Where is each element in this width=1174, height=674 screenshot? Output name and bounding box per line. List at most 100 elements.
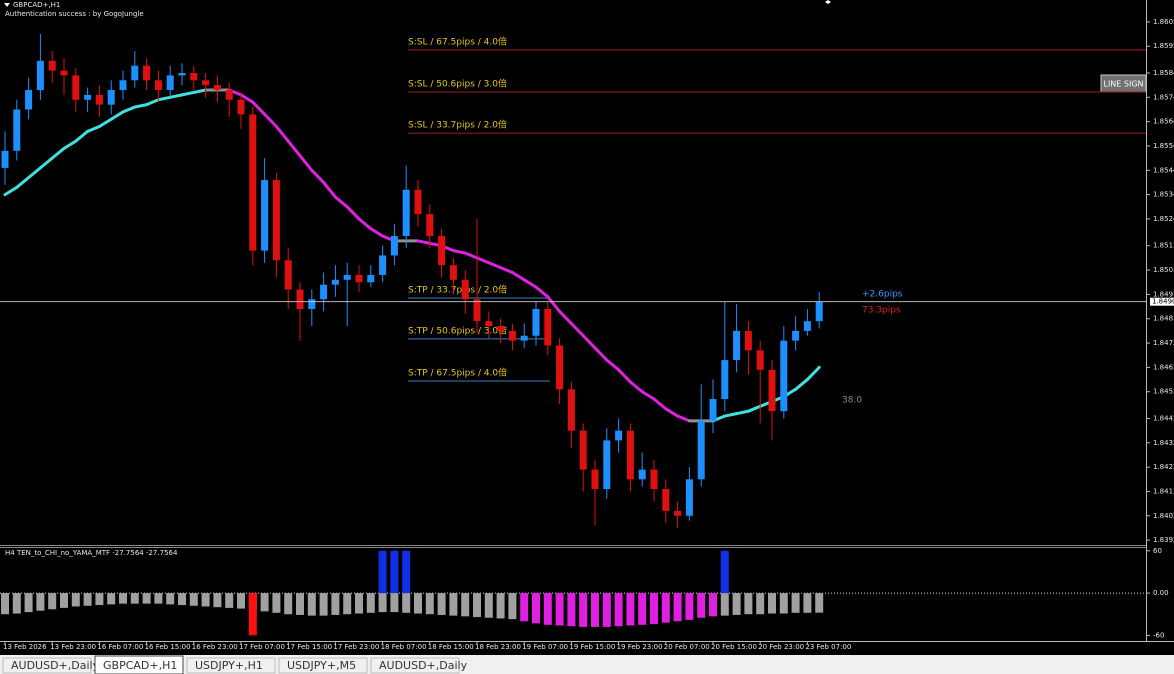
ma-segment bbox=[617, 368, 632, 384]
x-tick-label: 17 Feb 23:00 bbox=[333, 643, 379, 651]
candle-body bbox=[402, 189, 410, 237]
x-tick-label: 20 Feb 23:00 bbox=[758, 643, 804, 651]
osc-bar bbox=[744, 593, 753, 615]
ma-segment bbox=[463, 251, 479, 260]
tab-label[interactable]: USDJPY+,H1 bbox=[195, 659, 263, 672]
candle-body bbox=[272, 180, 280, 261]
osc-bar bbox=[449, 593, 458, 616]
candle-body bbox=[426, 214, 434, 237]
osc-bar bbox=[307, 593, 316, 616]
candle-body bbox=[497, 326, 505, 331]
candle-body bbox=[650, 469, 658, 490]
indicator-panel: H4 TEN_to_CHI_no_YAMA_MTF -27.7564 -27.7… bbox=[0, 547, 1169, 639]
ma-segment bbox=[27, 166, 42, 180]
y-tick-label: 1.8402 bbox=[1153, 512, 1174, 520]
osc-bar bbox=[83, 593, 92, 606]
candle-body bbox=[697, 420, 705, 480]
candle-body bbox=[449, 265, 457, 280]
x-tick-label: 18 Feb 15:00 bbox=[428, 643, 474, 651]
ma-segment bbox=[156, 95, 172, 102]
ma-segment bbox=[510, 271, 526, 282]
ma-segment bbox=[746, 404, 762, 413]
tab-label[interactable]: USDJPY+,M5 bbox=[287, 659, 356, 672]
ma-segment bbox=[723, 412, 739, 418]
signal-bar bbox=[402, 550, 411, 594]
ma-segment bbox=[487, 261, 503, 270]
osc-bar bbox=[673, 593, 682, 622]
tab[interactable] bbox=[2, 657, 92, 674]
candle-body bbox=[225, 90, 233, 100]
osc-bar bbox=[732, 593, 741, 615]
osc-bar bbox=[366, 593, 375, 613]
level-label: S:TP / 50.6pips / 3.0倍 bbox=[408, 324, 507, 336]
tab[interactable] bbox=[94, 655, 184, 674]
osc-bar bbox=[189, 593, 198, 606]
ma-segment bbox=[735, 409, 750, 416]
candle-body bbox=[685, 479, 693, 516]
candle-body bbox=[119, 80, 127, 91]
candle-body bbox=[308, 299, 316, 309]
osc-bar bbox=[225, 593, 234, 608]
y-tick-label: 1.8574 bbox=[1153, 93, 1174, 101]
tab[interactable] bbox=[278, 657, 368, 674]
tab-label[interactable]: AUDUSD+,Daily bbox=[379, 659, 468, 672]
tabs: AUDUSD+,Daily GBPCAD+,H1 USDJPY+,H1 USDJPY+… bbox=[2, 655, 468, 674]
candle-body bbox=[414, 189, 422, 215]
osc-bar bbox=[331, 593, 340, 615]
y-tick-label: 1.8463 bbox=[1153, 363, 1174, 371]
x-tick-label: 16 Feb 15:00 bbox=[145, 643, 191, 651]
tab-label[interactable]: AUDUSD+,Daily bbox=[11, 659, 100, 672]
osc-bar bbox=[378, 593, 387, 613]
osc-bar bbox=[473, 593, 481, 618]
candle-body bbox=[261, 180, 269, 251]
signal-bar bbox=[248, 593, 257, 636]
osc-bar bbox=[201, 593, 210, 607]
candle-body bbox=[48, 60, 56, 71]
ma-segment bbox=[581, 334, 597, 350]
osc-bar bbox=[661, 593, 670, 623]
marker bbox=[825, 0, 831, 4]
annotation: 38.0 bbox=[842, 396, 862, 406]
ma-segment bbox=[676, 414, 691, 423]
x-tick-label: 19 Feb 15:00 bbox=[569, 643, 615, 651]
menu-icon[interactable] bbox=[4, 3, 10, 7]
candle-body bbox=[733, 330, 741, 361]
tab[interactable] bbox=[186, 657, 276, 674]
osc-bar bbox=[154, 593, 163, 604]
ma-segment bbox=[451, 249, 467, 255]
candle-body bbox=[166, 75, 174, 91]
candle-body bbox=[567, 389, 575, 431]
candle-body bbox=[237, 99, 245, 115]
y-tick-label: 1.8503 bbox=[1153, 266, 1174, 274]
tab[interactable] bbox=[370, 657, 460, 674]
candle-body bbox=[803, 321, 811, 331]
x-tick-label: 13 Feb 2026 bbox=[3, 643, 47, 651]
candle-body bbox=[485, 321, 493, 327]
x-tick-label: 17 Feb 15:00 bbox=[286, 643, 332, 651]
y-tick-label: 1.8605 bbox=[1153, 18, 1174, 26]
price-tag-label: 1.8490 bbox=[1152, 298, 1174, 306]
ma-segment bbox=[86, 125, 101, 133]
button-label[interactable]: LINE SIGN bbox=[1103, 80, 1143, 89]
osc-bar bbox=[638, 593, 647, 625]
osc-bar bbox=[709, 593, 717, 617]
osc-bar bbox=[532, 593, 540, 624]
level-label: S:SL / 33.7pips / 2.0倍 bbox=[408, 119, 507, 131]
candle-body bbox=[638, 469, 646, 480]
tab-label[interactable]: GBPCAD+,H1 bbox=[103, 659, 177, 672]
y-tick-label: 1.8534 bbox=[1153, 191, 1174, 199]
candle-body bbox=[461, 279, 469, 300]
y-tick-label: 1.8493 bbox=[1153, 290, 1174, 298]
osc-bar bbox=[402, 593, 411, 613]
candle-body bbox=[379, 255, 387, 275]
ma-segment bbox=[369, 227, 385, 238]
x-tick-label: 18 Feb 23:00 bbox=[475, 643, 521, 651]
ma-segment bbox=[345, 205, 361, 221]
ma-segment bbox=[534, 285, 550, 299]
level-label: S:SL / 67.5pips / 4.0倍 bbox=[408, 35, 507, 47]
osc-bar bbox=[95, 593, 104, 606]
osc-bar bbox=[626, 593, 635, 626]
y-tick-label: 1.8554 bbox=[1153, 142, 1174, 150]
x-tick-label: 16 Feb 07:00 bbox=[97, 643, 143, 651]
candle-body bbox=[36, 60, 44, 91]
